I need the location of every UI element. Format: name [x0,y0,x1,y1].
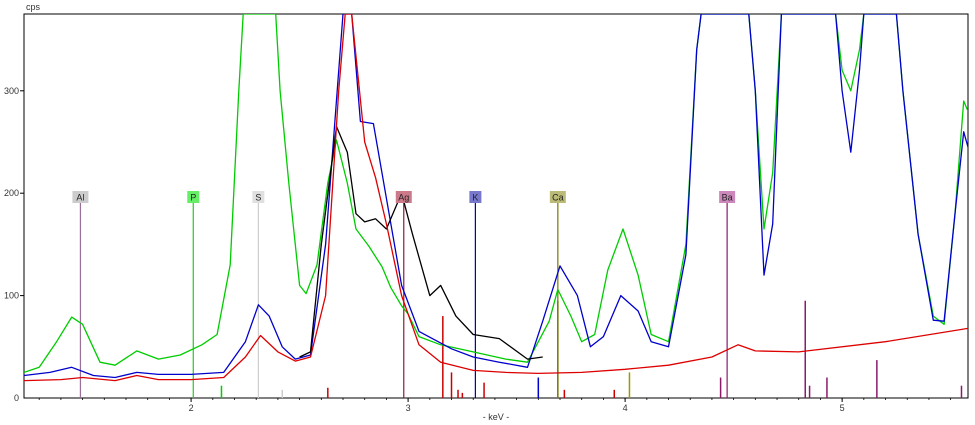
series-line-2 [299,125,543,360]
x-tick-label: 2 [189,403,194,413]
plot-area [23,13,969,399]
element-label-box [187,191,200,203]
element-label-box [72,191,89,203]
series-line-1 [24,14,968,379]
x-tick-label: 5 [840,403,845,413]
y-tick-label: 300 [4,86,19,96]
element-label-box [395,191,412,203]
element-label: Ca [552,193,564,203]
x-tick-label: 4 [623,403,628,413]
y-tick-label: 0 [14,393,19,403]
series-line-0 [24,14,968,374]
series-line-3 [24,14,968,382]
y-tick-label: 200 [4,188,19,198]
x-tick-label: 3 [406,403,411,413]
element-label: S [255,193,261,203]
element-label-box [469,191,482,203]
element-label: Al [76,193,84,203]
element-label-box [719,191,736,203]
x-axis-title: - keV - [483,412,510,422]
element-label-box [549,191,566,203]
element-label: Ba [722,193,733,203]
y-tick-label: 100 [4,291,19,301]
element-label-box [252,191,265,203]
element-label: P [190,193,196,203]
element-label: Ag [398,193,409,203]
y-axis-title: cps [26,2,41,12]
element-label: K [472,193,478,203]
